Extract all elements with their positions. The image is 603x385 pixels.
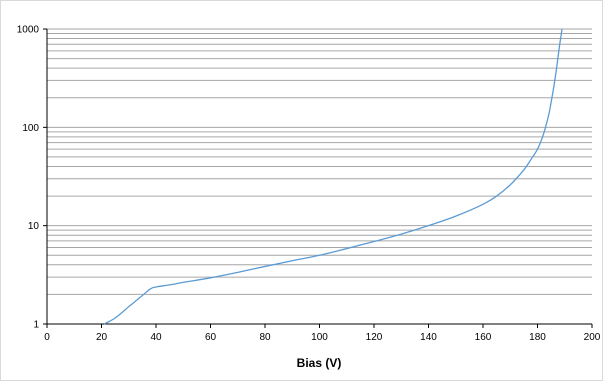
tick-labels: 0 20 40 60 80 100 120 140 160 180 200 1 10 100 1000 (17, 25, 601, 344)
series (103, 28, 563, 325)
y-tick-label: 1 (33, 320, 39, 331)
x-tick-label: 120 (366, 332, 383, 343)
x-tick-label: 20 (96, 332, 108, 343)
x-tick-label: 80 (259, 332, 271, 343)
x-tick-label: 0 (44, 332, 50, 343)
x-axis-title: Bias (V) (297, 356, 342, 370)
x-tick-label: 140 (420, 332, 437, 343)
y-tick-label: 10 (28, 221, 40, 232)
x-tick-label: 40 (150, 332, 162, 343)
axes (43, 28, 593, 328)
x-tick-label: 160 (475, 332, 492, 343)
y-tick-label: 1000 (17, 25, 40, 36)
x-tick-label: 100 (311, 332, 328, 343)
x-tick-label: 200 (584, 332, 601, 343)
x-tick-label: 60 (205, 332, 217, 343)
x-tick-label: 180 (529, 332, 546, 343)
y-tick-label: 100 (22, 123, 39, 134)
gridlines (47, 28, 592, 295)
series-line (103, 28, 563, 325)
